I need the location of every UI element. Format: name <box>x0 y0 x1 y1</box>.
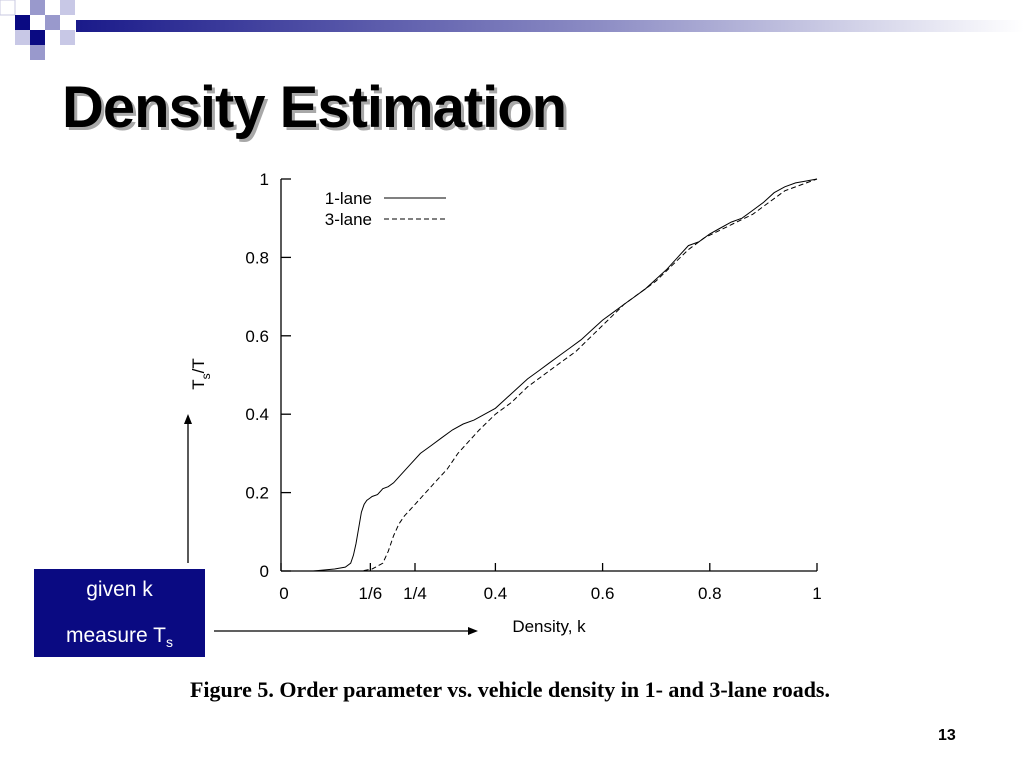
horizontal-arrow-head <box>468 627 478 635</box>
y-axis-label-main: T <box>189 379 208 389</box>
logo-square <box>30 0 45 15</box>
logo-square <box>30 30 45 45</box>
logo-square <box>15 15 30 30</box>
x-tick-label: 0.6 <box>591 584 615 603</box>
slide-logo <box>0 0 1024 60</box>
vertical-arrow-head <box>184 414 192 424</box>
logo-square <box>45 15 60 30</box>
series-line-3-lane <box>291 178 818 572</box>
series-line-1-lane <box>291 178 818 572</box>
x-tick-label: 1/4 <box>403 584 427 603</box>
x-tick-label: 1 <box>812 584 821 603</box>
slide-title: Density Estimation <box>62 75 567 140</box>
x-tick-label: 0 <box>279 584 288 603</box>
annotation-measure-main: measure T <box>66 624 166 647</box>
y-axis-label: Ts/T <box>189 358 213 390</box>
axis-ticks: 0 1/6 1/4 0.4 0.6 0.8 1 0 0.2 0.4 0.6 0.8 1 <box>245 170 821 603</box>
annotation-given-k: given k <box>86 578 153 601</box>
logo-square <box>60 30 75 45</box>
logo-square <box>30 45 45 60</box>
x-tick-label: 0.4 <box>484 584 508 603</box>
y-tick-label: 0.8 <box>245 248 269 267</box>
logo-top-bar <box>76 20 1024 32</box>
logo-square <box>60 0 75 15</box>
y-axis-label-tail: /T <box>189 358 208 373</box>
y-tick-label: 0.4 <box>245 405 269 424</box>
y-tick-label: 0 <box>260 562 269 581</box>
y-tick-label: 1 <box>260 170 269 189</box>
page-number: 13 <box>938 727 956 744</box>
figure-caption: Figure 5. Order parameter vs. vehicle de… <box>189 677 830 702</box>
x-axis-label: Density, k <box>512 617 586 636</box>
x-tick-label: 1/6 <box>359 584 383 603</box>
legend-label-1-lane: 1-lane <box>325 189 372 208</box>
y-tick-label: 0.6 <box>245 327 269 346</box>
x-tick-label: 0.8 <box>698 584 722 603</box>
y-tick-label: 0.2 <box>245 484 269 503</box>
annotation-box: given k measure Ts <box>34 569 205 657</box>
annotation-measure-sub: s <box>166 634 173 651</box>
chart-legend: 1-lane 3-lane <box>325 189 446 229</box>
logo-square <box>0 0 16 16</box>
logo-square <box>15 30 30 45</box>
annotation-measure-ts: measure Ts <box>34 624 205 650</box>
legend-label-3-lane: 3-lane <box>325 210 372 229</box>
y-axis-label-sub: s <box>199 373 213 379</box>
